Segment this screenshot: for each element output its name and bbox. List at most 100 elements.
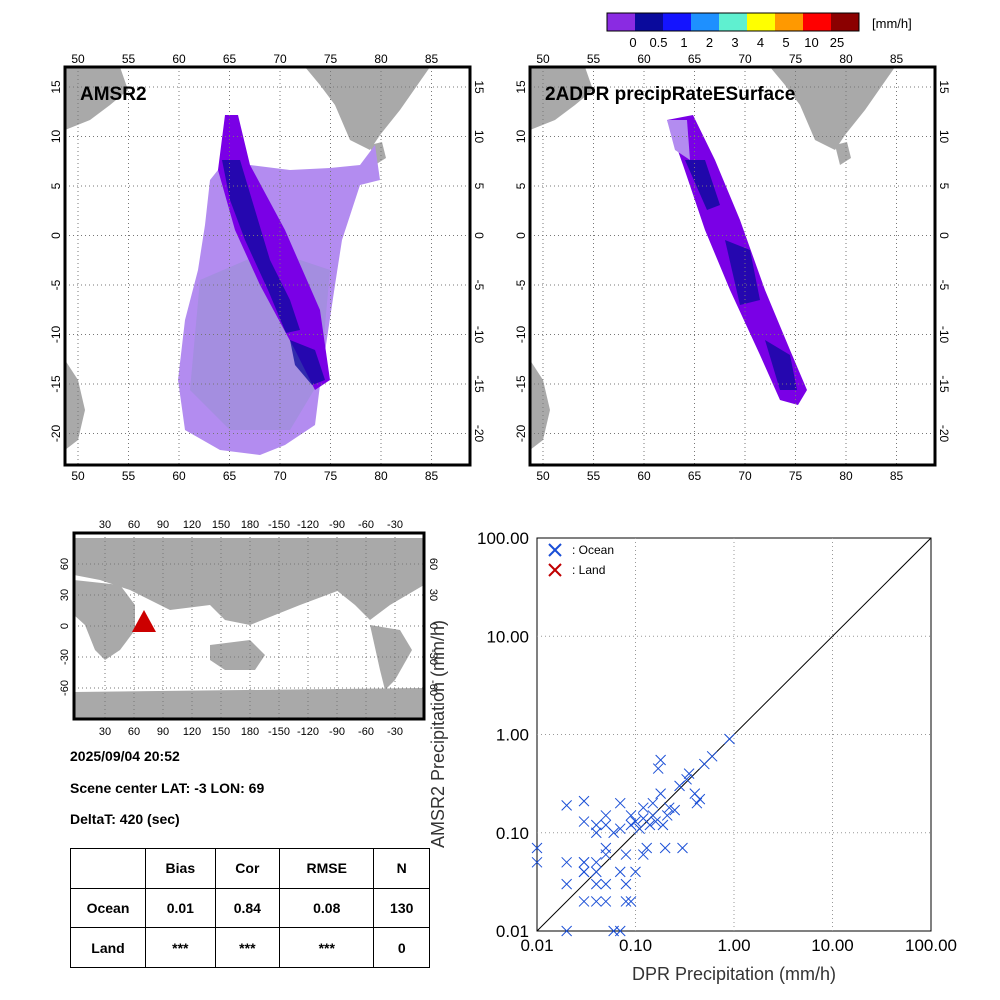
lat-tick-label-left: 5 <box>515 182 528 189</box>
point-stroke <box>724 733 735 745</box>
dpr-swath-dark3 <box>765 340 797 390</box>
data-point <box>578 896 590 907</box>
data-point <box>614 797 626 809</box>
lon-tick-label-top: 55 <box>122 52 136 66</box>
data-point <box>620 878 632 890</box>
lon-tick-label-bottom: 50 <box>536 469 550 483</box>
lon-tick-label-bottom: -120 <box>297 726 319 738</box>
data-point <box>647 810 659 821</box>
lat-tick-label-right: 5 <box>937 183 951 190</box>
point-stroke <box>578 856 590 868</box>
point-stroke <box>590 827 602 839</box>
data-point <box>614 866 626 878</box>
lat-tick-label-right: -5 <box>937 280 951 291</box>
point-stroke <box>531 842 543 854</box>
data-point <box>630 866 641 878</box>
data-point <box>600 810 612 821</box>
lon-tick-label-bottom: 70 <box>738 469 752 483</box>
point-stroke <box>625 819 637 831</box>
lat-tick-label-right: 60 <box>427 558 439 570</box>
scene-center: Scene center LAT: -3 LON: 69 <box>70 780 265 796</box>
point-stroke <box>600 810 612 821</box>
lon-tick-label-top: 80 <box>374 52 388 66</box>
data-point <box>625 819 637 831</box>
data-point <box>637 849 649 860</box>
point-stroke <box>652 763 664 774</box>
point-stroke <box>637 813 649 824</box>
land-australia <box>210 640 265 670</box>
colorbar-label: 25 <box>830 35 844 50</box>
point-stroke <box>655 788 666 800</box>
stats-cell: 0.01 <box>145 887 216 929</box>
lon-tick-label-top: -90 <box>329 519 345 531</box>
lon-tick-label-top: 75 <box>324 52 338 66</box>
stats-cell: Land <box>70 927 146 968</box>
stats-cell: *** <box>279 927 375 968</box>
delta-t: DeltaT: 420 (sec) <box>70 811 180 827</box>
data-point <box>630 816 641 827</box>
lon-tick-label-bottom: 55 <box>587 469 601 483</box>
x-tick-label: 1.00 <box>717 936 750 955</box>
colorbar-label: 1 <box>680 35 687 50</box>
lat-tick-label-left: -30 <box>59 649 71 665</box>
data-point <box>590 856 602 868</box>
lon-tick-label-bottom: 120 <box>183 726 201 738</box>
stats-cell: 130 <box>373 887 430 929</box>
colorbar-swatch <box>747 13 776 31</box>
data-point <box>706 750 718 762</box>
data-point <box>620 896 632 907</box>
point-stroke <box>657 819 669 831</box>
map-title: 2ADPR precipRateESurface <box>545 84 795 105</box>
lon-tick-label-top: 75 <box>789 52 803 66</box>
lat-tick-label-left: 10 <box>515 130 528 144</box>
amsr2-dpr-strip-dark2 <box>290 340 325 385</box>
colorbar-swatch <box>635 13 664 31</box>
scatter-points <box>531 733 735 937</box>
lat-tick-label-right: -20 <box>937 425 951 443</box>
scatter-legend: : Ocean: Land <box>548 543 614 577</box>
point-stroke <box>706 750 718 762</box>
lon-tick-label-top: 180 <box>241 519 259 531</box>
map-title: AMSR2 <box>80 84 147 105</box>
point-stroke <box>661 810 673 821</box>
data-point <box>652 763 664 774</box>
lon-tick-label-bottom: 80 <box>374 469 388 483</box>
lon-tick-label-bottom: 80 <box>839 469 853 483</box>
lon-tick-label-top: 65 <box>223 52 237 66</box>
data-point <box>663 802 675 814</box>
lat-tick-label-right: -10 <box>937 326 951 344</box>
lat-tick-label-right: 0 <box>937 232 951 239</box>
colorbar-swatch <box>831 13 860 31</box>
amsr2-map: AMSR2 5050555560606565707075758080858515… <box>50 52 486 483</box>
point-stroke <box>637 849 649 860</box>
x-tick-label: 0.10 <box>619 936 652 955</box>
point-stroke <box>641 842 653 854</box>
lat-tick-label-left: 0 <box>59 623 71 629</box>
data-point <box>531 856 543 868</box>
colorbar-swatch <box>691 13 720 31</box>
point-stroke <box>681 773 692 785</box>
lat-tick-label-left: 5 <box>50 182 63 189</box>
legend-marker <box>548 543 562 557</box>
land-india <box>305 67 430 150</box>
dpr-swath-dark <box>685 160 720 210</box>
point-stroke <box>578 896 590 907</box>
point-stroke <box>561 856 573 868</box>
lon-tick-label-bottom: -30 <box>387 726 403 738</box>
point-stroke <box>614 866 626 878</box>
lon-tick-label-top: -60 <box>358 519 374 531</box>
scene-center-marker <box>132 610 156 632</box>
colorbar-label: 4 <box>757 35 764 50</box>
point-stroke <box>578 866 590 878</box>
amsr2-dpr-strip-dark <box>222 160 300 333</box>
data-point <box>625 810 637 821</box>
lat-tick-label-left: -10 <box>50 326 63 344</box>
lon-tick-label-top: -30 <box>387 519 403 531</box>
stats-cell: 0.08 <box>279 887 375 929</box>
data-point <box>561 925 573 937</box>
data-point <box>590 896 602 907</box>
stats-row-land: Land *** *** *** 0 <box>70 927 430 968</box>
lon-tick-label-top: 30 <box>99 519 111 531</box>
lat-tick-label-right: -15 <box>472 375 486 393</box>
